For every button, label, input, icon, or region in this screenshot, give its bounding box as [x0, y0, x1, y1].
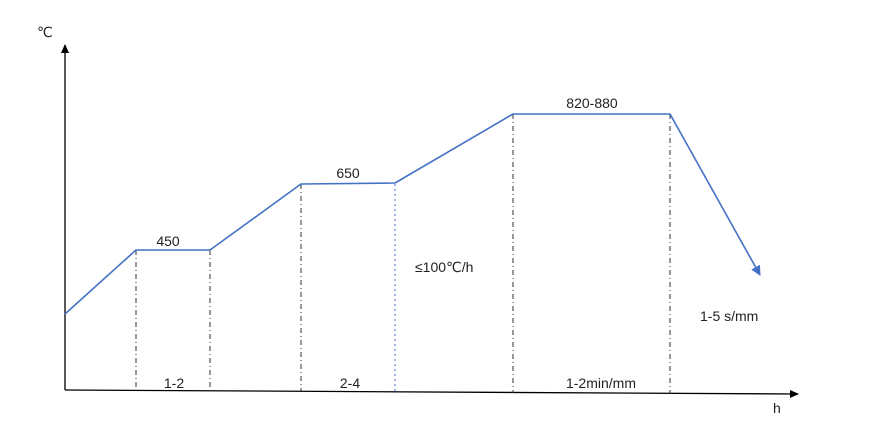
stage1-temp: 450 — [156, 233, 180, 249]
stage1-duration: 1-2 — [164, 375, 184, 391]
x-axis — [64, 389, 799, 398]
y-axis-unit: ℃ — [37, 24, 53, 40]
heating-rate-label: ≤100℃/h — [415, 259, 473, 275]
temperature-curve — [64, 113, 761, 315]
stage2-duration: 2-4 — [340, 375, 360, 391]
stage3-temp: 820-880 — [566, 95, 618, 111]
cooling-rate-label: 1-5 s/mm — [700, 308, 758, 324]
x-axis-unit: h — [773, 400, 781, 416]
stage2-temp: 650 — [336, 165, 360, 181]
stage3-duration: 1-2min/mm — [566, 375, 636, 391]
